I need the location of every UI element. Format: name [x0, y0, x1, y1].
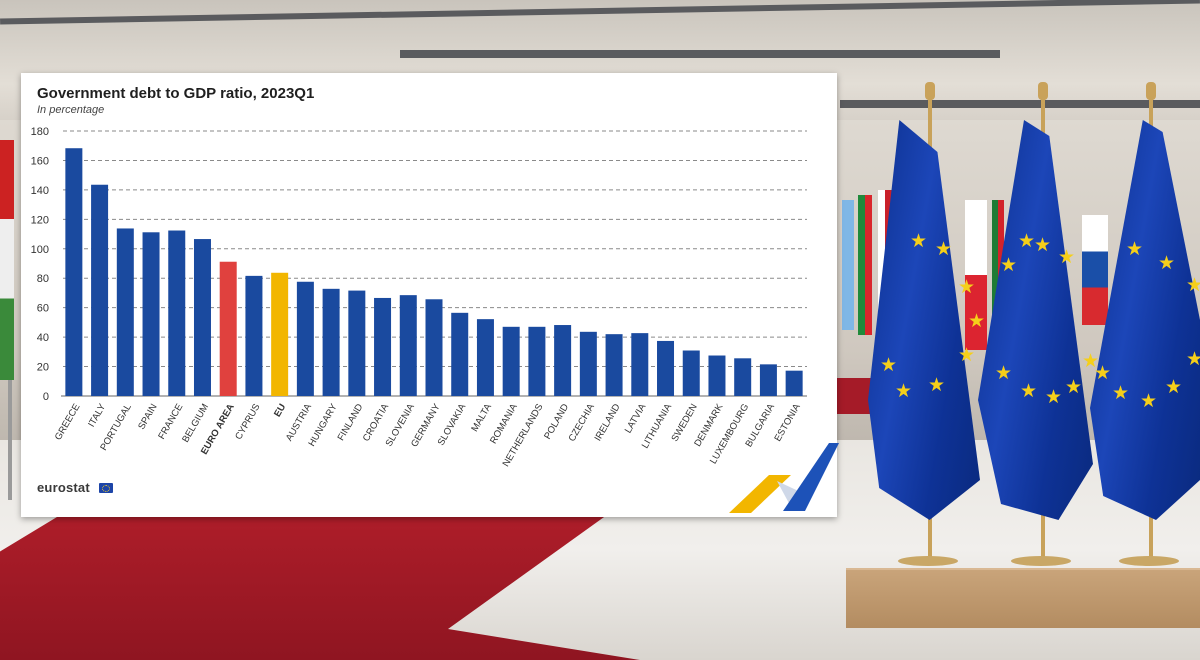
bar — [193, 239, 211, 396]
flag-star-icon: ★ — [1045, 387, 1063, 408]
eurostat-ribbon-icon — [729, 443, 839, 513]
flag-pole-base — [898, 556, 958, 566]
flag-star-icon: ★ — [1165, 377, 1183, 398]
bar — [271, 272, 289, 396]
bar — [322, 288, 340, 396]
flag-pole-base — [1011, 556, 1071, 566]
x-tick-label: CYPRUS — [233, 402, 262, 442]
x-tick-label: SPAIN — [136, 402, 159, 432]
bar — [399, 295, 417, 396]
background-flag — [858, 195, 872, 335]
bar — [734, 358, 752, 396]
bar — [682, 350, 700, 396]
flag-star-icon: ★ — [935, 239, 953, 260]
chart-card: Government debt to GDP ratio, 2023Q1 In … — [21, 73, 839, 517]
y-tick-label: 160 — [31, 155, 49, 167]
eurostat-logo: eurostat — [37, 480, 90, 495]
chart-title: Government debt to GDP ratio, 2023Q1 — [37, 85, 315, 102]
flag-star-icon: ★ — [1058, 247, 1076, 268]
ceiling-beam — [840, 100, 1200, 108]
bar — [631, 333, 649, 396]
bar — [579, 331, 597, 396]
bar — [554, 325, 572, 396]
flag-star-icon: ★ — [968, 311, 986, 332]
bar — [528, 326, 546, 396]
bar — [425, 299, 443, 396]
flag-pole-top — [1038, 82, 1048, 100]
y-tick-label: 80 — [37, 273, 49, 285]
ceiling-beam — [400, 50, 1000, 58]
y-tick-label: 180 — [31, 126, 49, 138]
y-tick-label: 100 — [31, 244, 49, 256]
bar — [605, 334, 623, 396]
x-tick-label: GREECE — [53, 402, 83, 442]
bar — [657, 340, 675, 396]
flag-star-icon: ★ — [910, 231, 928, 252]
bar — [142, 232, 160, 396]
bar — [245, 275, 263, 396]
x-tick-label: ITALY — [86, 401, 108, 429]
flag-star-icon: ★ — [958, 345, 976, 366]
bar — [296, 281, 314, 396]
flag-star-icon: ★ — [1000, 255, 1018, 276]
x-tick-label: ESTONIA — [772, 401, 803, 443]
eu-flag-icon — [99, 483, 113, 493]
bar — [219, 261, 237, 396]
flag-star-icon: ★ — [1094, 363, 1112, 384]
bar — [759, 364, 777, 396]
bar — [476, 319, 494, 396]
bar — [168, 230, 186, 396]
flag-star-icon: ★ — [1065, 377, 1083, 398]
bar — [502, 326, 520, 396]
flag-star-icon: ★ — [1082, 351, 1100, 372]
flag-star-icon: ★ — [1140, 391, 1158, 412]
background-flag — [842, 200, 854, 330]
flag-pole-top — [925, 82, 935, 100]
flag-star-icon: ★ — [995, 363, 1013, 384]
bar — [374, 297, 392, 396]
bar — [708, 355, 726, 396]
y-tick-label: 0 — [43, 391, 49, 403]
flag-star-icon: ★ — [1020, 381, 1038, 402]
wooden-stand — [846, 568, 1200, 628]
x-tick-label: IRELAND — [593, 402, 623, 443]
bar — [116, 228, 134, 396]
flag-pole-base — [1119, 556, 1179, 566]
flag-star-icon: ★ — [928, 375, 946, 396]
x-tick-label: POLAND — [542, 402, 571, 441]
bar — [348, 290, 366, 396]
background-flag — [1082, 215, 1108, 325]
x-tick-label: EU — [272, 402, 288, 419]
flag-star-icon: ★ — [1112, 383, 1130, 404]
y-tick-label: 120 — [31, 214, 49, 226]
bar — [785, 370, 803, 396]
y-tick-label: 60 — [37, 303, 49, 315]
chart-subtitle: In percentage — [37, 104, 105, 116]
y-tick-label: 40 — [37, 332, 49, 344]
flag-pole — [8, 380, 12, 500]
flag-star-icon: ★ — [880, 355, 898, 376]
flag-star-icon: ★ — [1186, 349, 1200, 370]
flag-star-icon: ★ — [1034, 235, 1052, 256]
flag-star-icon: ★ — [895, 381, 913, 402]
bar — [65, 148, 83, 396]
flag-star-icon: ★ — [958, 277, 976, 298]
y-tick-label: 140 — [31, 185, 49, 197]
flag-star-icon: ★ — [1126, 239, 1144, 260]
x-tick-label: LATVIA — [623, 401, 649, 435]
y-tick-label: 20 — [37, 362, 49, 374]
x-tick-label: MALTA — [469, 401, 494, 433]
flag-pole-top — [1146, 82, 1156, 100]
flag-star-icon: ★ — [1186, 275, 1200, 296]
background-flag — [965, 200, 987, 350]
bar — [451, 312, 469, 396]
flag-star-icon: ★ — [1018, 231, 1036, 252]
bar — [91, 184, 109, 396]
background-flag — [0, 140, 14, 380]
x-tick-label: FRANCE — [156, 402, 185, 441]
flag-star-icon: ★ — [1158, 253, 1176, 274]
